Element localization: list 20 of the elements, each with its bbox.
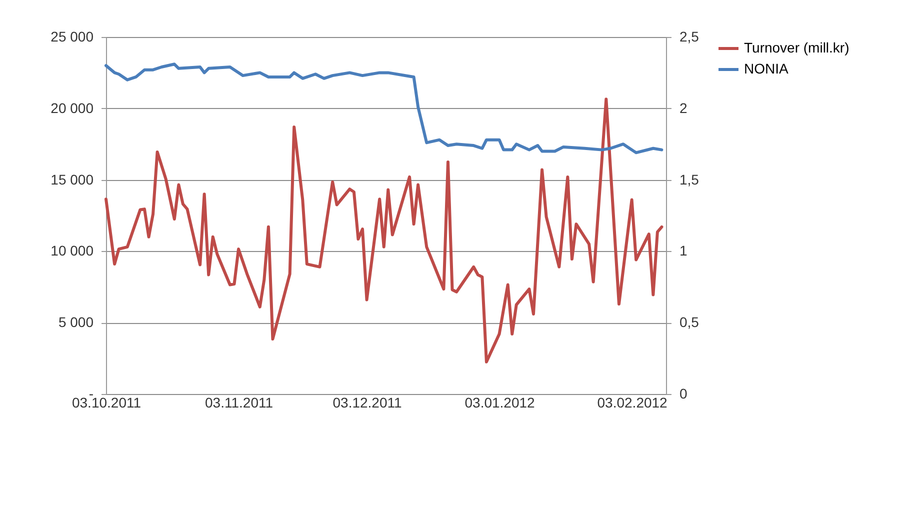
y-tick-label: 5 000 — [58, 314, 94, 330]
line-series — [104, 98, 664, 364]
x-tick-label: 03.12.2011 — [332, 394, 402, 410]
y2-tick-label: 0,5 — [680, 314, 700, 330]
y2-tick-label: 2,5 — [680, 28, 700, 44]
x-tick-label: 03.11.2011 — [205, 394, 274, 410]
y-tick-label: 10 000 — [50, 242, 94, 259]
y2-tick-label: 1,5 — [680, 171, 700, 188]
x-tick-label: 03.02.2012 — [597, 394, 668, 410]
y-tick-label: 25 000 — [50, 28, 94, 44]
y-tick-label: - — [88, 386, 94, 402]
y2-tick-label: 1 — [680, 242, 688, 259]
legend-label: Turnover (mill.kr) — [744, 40, 850, 56]
y2-tick-label: 2 — [680, 100, 688, 116]
legend-label: NONIA — [744, 60, 789, 76]
x-tick-label: 03.01.2012 — [464, 394, 536, 410]
y2-tick-label: 0 — [680, 386, 688, 402]
line-series — [104, 62, 664, 154]
y-tick-label: 20 000 — [50, 100, 94, 116]
y-tick-label: 15 000 — [50, 171, 94, 188]
